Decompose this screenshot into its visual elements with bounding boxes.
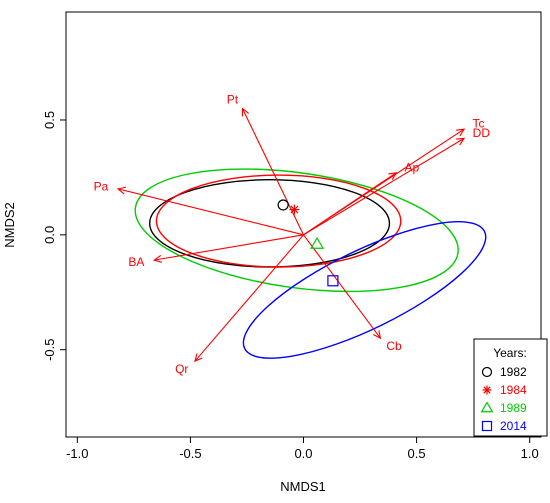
- triangle-marker: [310, 236, 325, 249]
- legend-label-1982: 1982: [500, 365, 527, 379]
- ellipse-1989: [134, 168, 459, 293]
- x-axis-title: NMDS1: [280, 479, 326, 494]
- vector-tc: [303, 128, 465, 236]
- centroid-2014: [327, 275, 339, 287]
- vector-label: Cb: [386, 339, 402, 353]
- vector-pa: [117, 188, 304, 236]
- x-tick-label: 0.0: [294, 446, 312, 461]
- y-axis-title: NMDS2: [2, 202, 17, 248]
- legend-entries: 1982 1984 1989 2014: [480, 365, 527, 433]
- vector-label: Ap: [405, 160, 420, 174]
- ellipse-1984: [155, 174, 402, 268]
- vector-label: BA: [128, 255, 144, 269]
- ellipse-2014: [242, 221, 487, 359]
- y-tick-label: 0.5: [42, 111, 57, 129]
- square-marker: [481, 420, 493, 432]
- legend-symbol-2014: [481, 420, 493, 432]
- legend-symbol-1982: [481, 366, 493, 378]
- vector-arrowhead: [194, 353, 203, 363]
- centroids-layer: [277, 199, 339, 287]
- vector-label: Pt: [227, 92, 239, 106]
- vector-arrowhead: [456, 128, 466, 137]
- centroid-1982: [277, 199, 289, 211]
- asterisk-stroke: [290, 205, 299, 214]
- legend-label-1984: 1984: [500, 383, 527, 397]
- x-tick-label: -0.5: [179, 446, 201, 461]
- asterisk-stroke: [483, 386, 491, 394]
- y-tick-label: 0.0: [42, 226, 57, 244]
- vector-cb: [303, 234, 381, 339]
- legend-box: [473, 338, 548, 437]
- vector-arrowhead: [116, 186, 126, 195]
- vector-arrowhead: [456, 137, 466, 146]
- vector-arrowhead: [388, 172, 398, 180]
- vector-dd: [303, 137, 465, 236]
- vector-label: Tc: [472, 117, 484, 131]
- vector-label: Pa: [94, 179, 109, 193]
- ellipse-1982: [148, 179, 391, 268]
- square-marker: [327, 275, 339, 287]
- vector-arrowhead: [241, 107, 250, 117]
- x-tick-label: 0.5: [408, 446, 426, 461]
- x-tick-label: 1.0: [521, 446, 539, 461]
- centroid-1989: [310, 236, 325, 249]
- vector-qr: [194, 234, 304, 362]
- ellipses-layer: [134, 168, 487, 359]
- y-tick-label: -0.5: [42, 338, 57, 360]
- legend-symbol-1989: [480, 401, 494, 413]
- legend: Years: 1982 1984 1989 2014: [473, 338, 548, 437]
- legend-title: Years:: [493, 346, 527, 360]
- triangle-marker: [480, 401, 494, 413]
- vector-label: Qr: [175, 362, 188, 376]
- vector-arrowhead: [152, 255, 163, 263]
- vector-ba: [154, 234, 304, 261]
- legend-label-2014: 2014: [500, 419, 527, 433]
- circle-marker: [481, 366, 493, 378]
- circle-marker: [277, 199, 289, 211]
- x-tick-label: -1.0: [66, 446, 88, 461]
- centroid-1984: [289, 204, 300, 215]
- legend-label-1989: 1989: [500, 401, 527, 415]
- axes-layer: -1.0 -0.5 0.0 0.5 1.0 -0.5 0.0 0.5: [42, 111, 539, 461]
- vector-arrowhead: [373, 330, 382, 340]
- vector-pt: [241, 108, 304, 236]
- vector-label: DD: [473, 126, 491, 140]
- plot-frame: [65, 11, 542, 438]
- legend-symbol-1984: [482, 385, 492, 395]
